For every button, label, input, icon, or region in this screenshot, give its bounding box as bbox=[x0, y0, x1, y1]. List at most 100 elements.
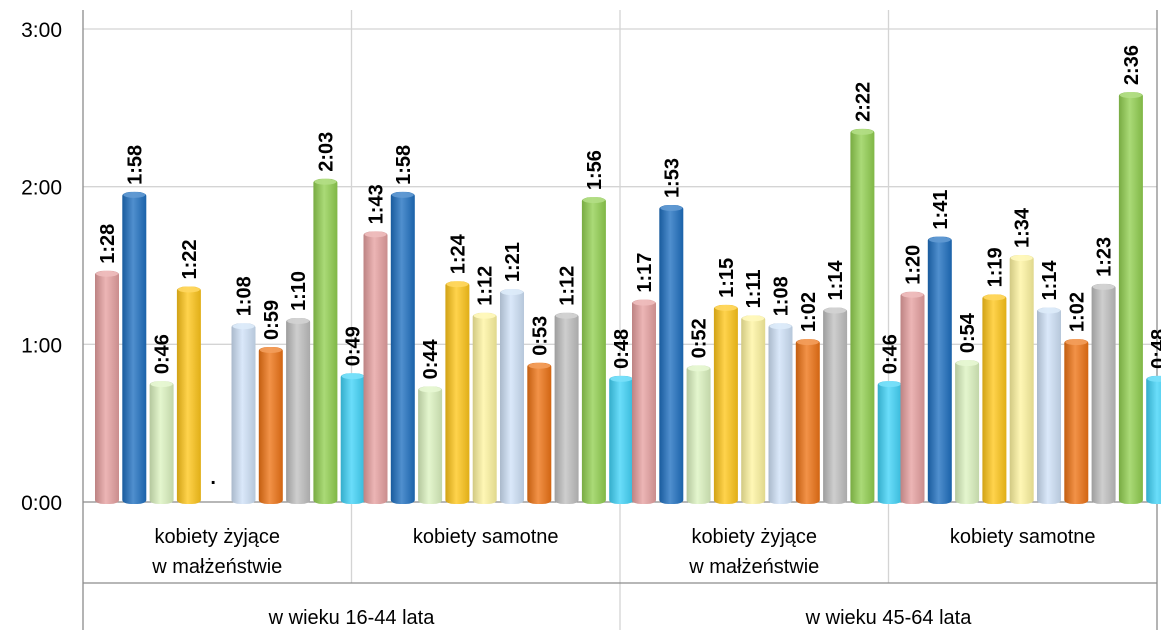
bar-top bbox=[177, 286, 200, 293]
bar bbox=[741, 315, 766, 504]
data-label: 1:17 bbox=[634, 253, 656, 293]
bar bbox=[363, 231, 388, 505]
bar bbox=[686, 365, 711, 504]
data-label: 1:14 bbox=[825, 260, 847, 301]
data-label: 1:58 bbox=[393, 145, 415, 185]
bar-top bbox=[769, 323, 792, 330]
data-labels: 1:281:580:461:22.1:080:591:102:030:491:4… bbox=[97, 45, 1161, 489]
y-tick-label: 3:00 bbox=[21, 19, 62, 42]
data-label: 1:02 bbox=[1066, 292, 1088, 332]
bar-top bbox=[851, 128, 874, 135]
data-label: 1:53 bbox=[661, 158, 683, 198]
x-axis: kobiety żyjące w małżeństwie kobiety samot… bbox=[83, 526, 1157, 629]
bar-top bbox=[364, 231, 387, 238]
data-label: 1:19 bbox=[984, 247, 1006, 287]
bar-top bbox=[287, 318, 310, 325]
bar-top bbox=[1092, 283, 1115, 290]
bar-top bbox=[1119, 92, 1142, 99]
bar bbox=[286, 318, 311, 504]
data-label: 1:02 bbox=[798, 292, 820, 332]
bar bbox=[823, 307, 848, 504]
data-label: 0:48 bbox=[1148, 329, 1161, 369]
bar-top bbox=[742, 315, 765, 322]
bar bbox=[176, 286, 201, 504]
data-label: 0:46 bbox=[152, 334, 174, 374]
category-label: kobiety żyjące bbox=[691, 526, 817, 548]
data-label: 0:44 bbox=[420, 338, 442, 379]
bar-top bbox=[555, 312, 578, 319]
bar-top bbox=[824, 307, 847, 314]
category-label: w małżeństwie bbox=[151, 556, 282, 578]
bar-top bbox=[1038, 307, 1060, 314]
bar bbox=[768, 323, 793, 504]
bar-top bbox=[1010, 254, 1033, 261]
data-label: 1:21 bbox=[502, 242, 524, 282]
bar bbox=[1009, 254, 1034, 504]
bar bbox=[900, 291, 925, 504]
y-axis: 0:00 1:00 2:00 3:00 bbox=[21, 19, 62, 515]
gridlines bbox=[82, 10, 1158, 630]
bar-top bbox=[473, 312, 496, 319]
bar bbox=[713, 304, 738, 504]
bar bbox=[445, 281, 470, 504]
bar-top bbox=[446, 281, 469, 288]
bar bbox=[1091, 283, 1116, 504]
data-label: 0:54 bbox=[957, 312, 979, 353]
bar-top bbox=[528, 362, 551, 369]
data-label: 1:12 bbox=[475, 266, 497, 306]
bar-top bbox=[660, 205, 683, 212]
bar bbox=[850, 128, 875, 504]
data-label: 1:28 bbox=[97, 224, 119, 264]
bars bbox=[95, 92, 1161, 505]
bar-top bbox=[259, 346, 282, 353]
bar bbox=[659, 205, 684, 505]
group-label: w wieku 16-44 lata bbox=[268, 607, 436, 629]
data-label: 0:53 bbox=[529, 316, 551, 356]
bar bbox=[554, 312, 579, 504]
data-label: 1:20 bbox=[903, 245, 925, 285]
category-label: kobiety samotne bbox=[413, 526, 559, 548]
bar bbox=[149, 381, 174, 504]
data-label: 1:23 bbox=[1094, 237, 1116, 277]
data-label: 1:08 bbox=[771, 276, 793, 316]
bar-top bbox=[956, 360, 979, 367]
data-label: 1:34 bbox=[1012, 207, 1034, 248]
bar-top bbox=[314, 178, 337, 185]
bar-top bbox=[901, 291, 924, 298]
bar bbox=[500, 289, 524, 504]
bar-top bbox=[878, 381, 901, 388]
bar-top bbox=[714, 304, 737, 311]
data-label: 1:24 bbox=[447, 233, 469, 274]
data-label: 1:08 bbox=[234, 276, 256, 316]
data-label: 1:41 bbox=[930, 190, 952, 230]
data-label: 1:22 bbox=[179, 239, 201, 279]
bar bbox=[418, 386, 443, 504]
bar bbox=[927, 236, 952, 504]
bar-top bbox=[501, 289, 523, 296]
data-label: 0:59 bbox=[261, 300, 283, 340]
bar bbox=[609, 375, 634, 504]
bar-top bbox=[582, 197, 605, 204]
bar bbox=[95, 270, 119, 504]
bar bbox=[795, 339, 820, 504]
data-label: 0:46 bbox=[880, 334, 902, 374]
bar bbox=[472, 312, 497, 504]
bar-top bbox=[1065, 339, 1088, 346]
data-label: 1:43 bbox=[366, 184, 388, 224]
bar-top bbox=[96, 270, 118, 277]
bar-top bbox=[419, 386, 442, 393]
bar bbox=[581, 197, 606, 504]
data-label: 1:10 bbox=[288, 271, 310, 311]
bar bbox=[122, 191, 147, 504]
data-label: 1:56 bbox=[584, 150, 606, 190]
bar bbox=[313, 178, 338, 505]
bar bbox=[1146, 375, 1161, 504]
data-label: 1:12 bbox=[557, 266, 579, 306]
y-tick-label: 0:00 bbox=[21, 492, 62, 515]
bar bbox=[632, 299, 656, 504]
data-label: 0:48 bbox=[611, 329, 633, 369]
category-label: kobiety żyjące bbox=[154, 526, 280, 548]
data-label: 1:14 bbox=[1039, 260, 1061, 301]
data-label: 1:58 bbox=[124, 145, 146, 185]
